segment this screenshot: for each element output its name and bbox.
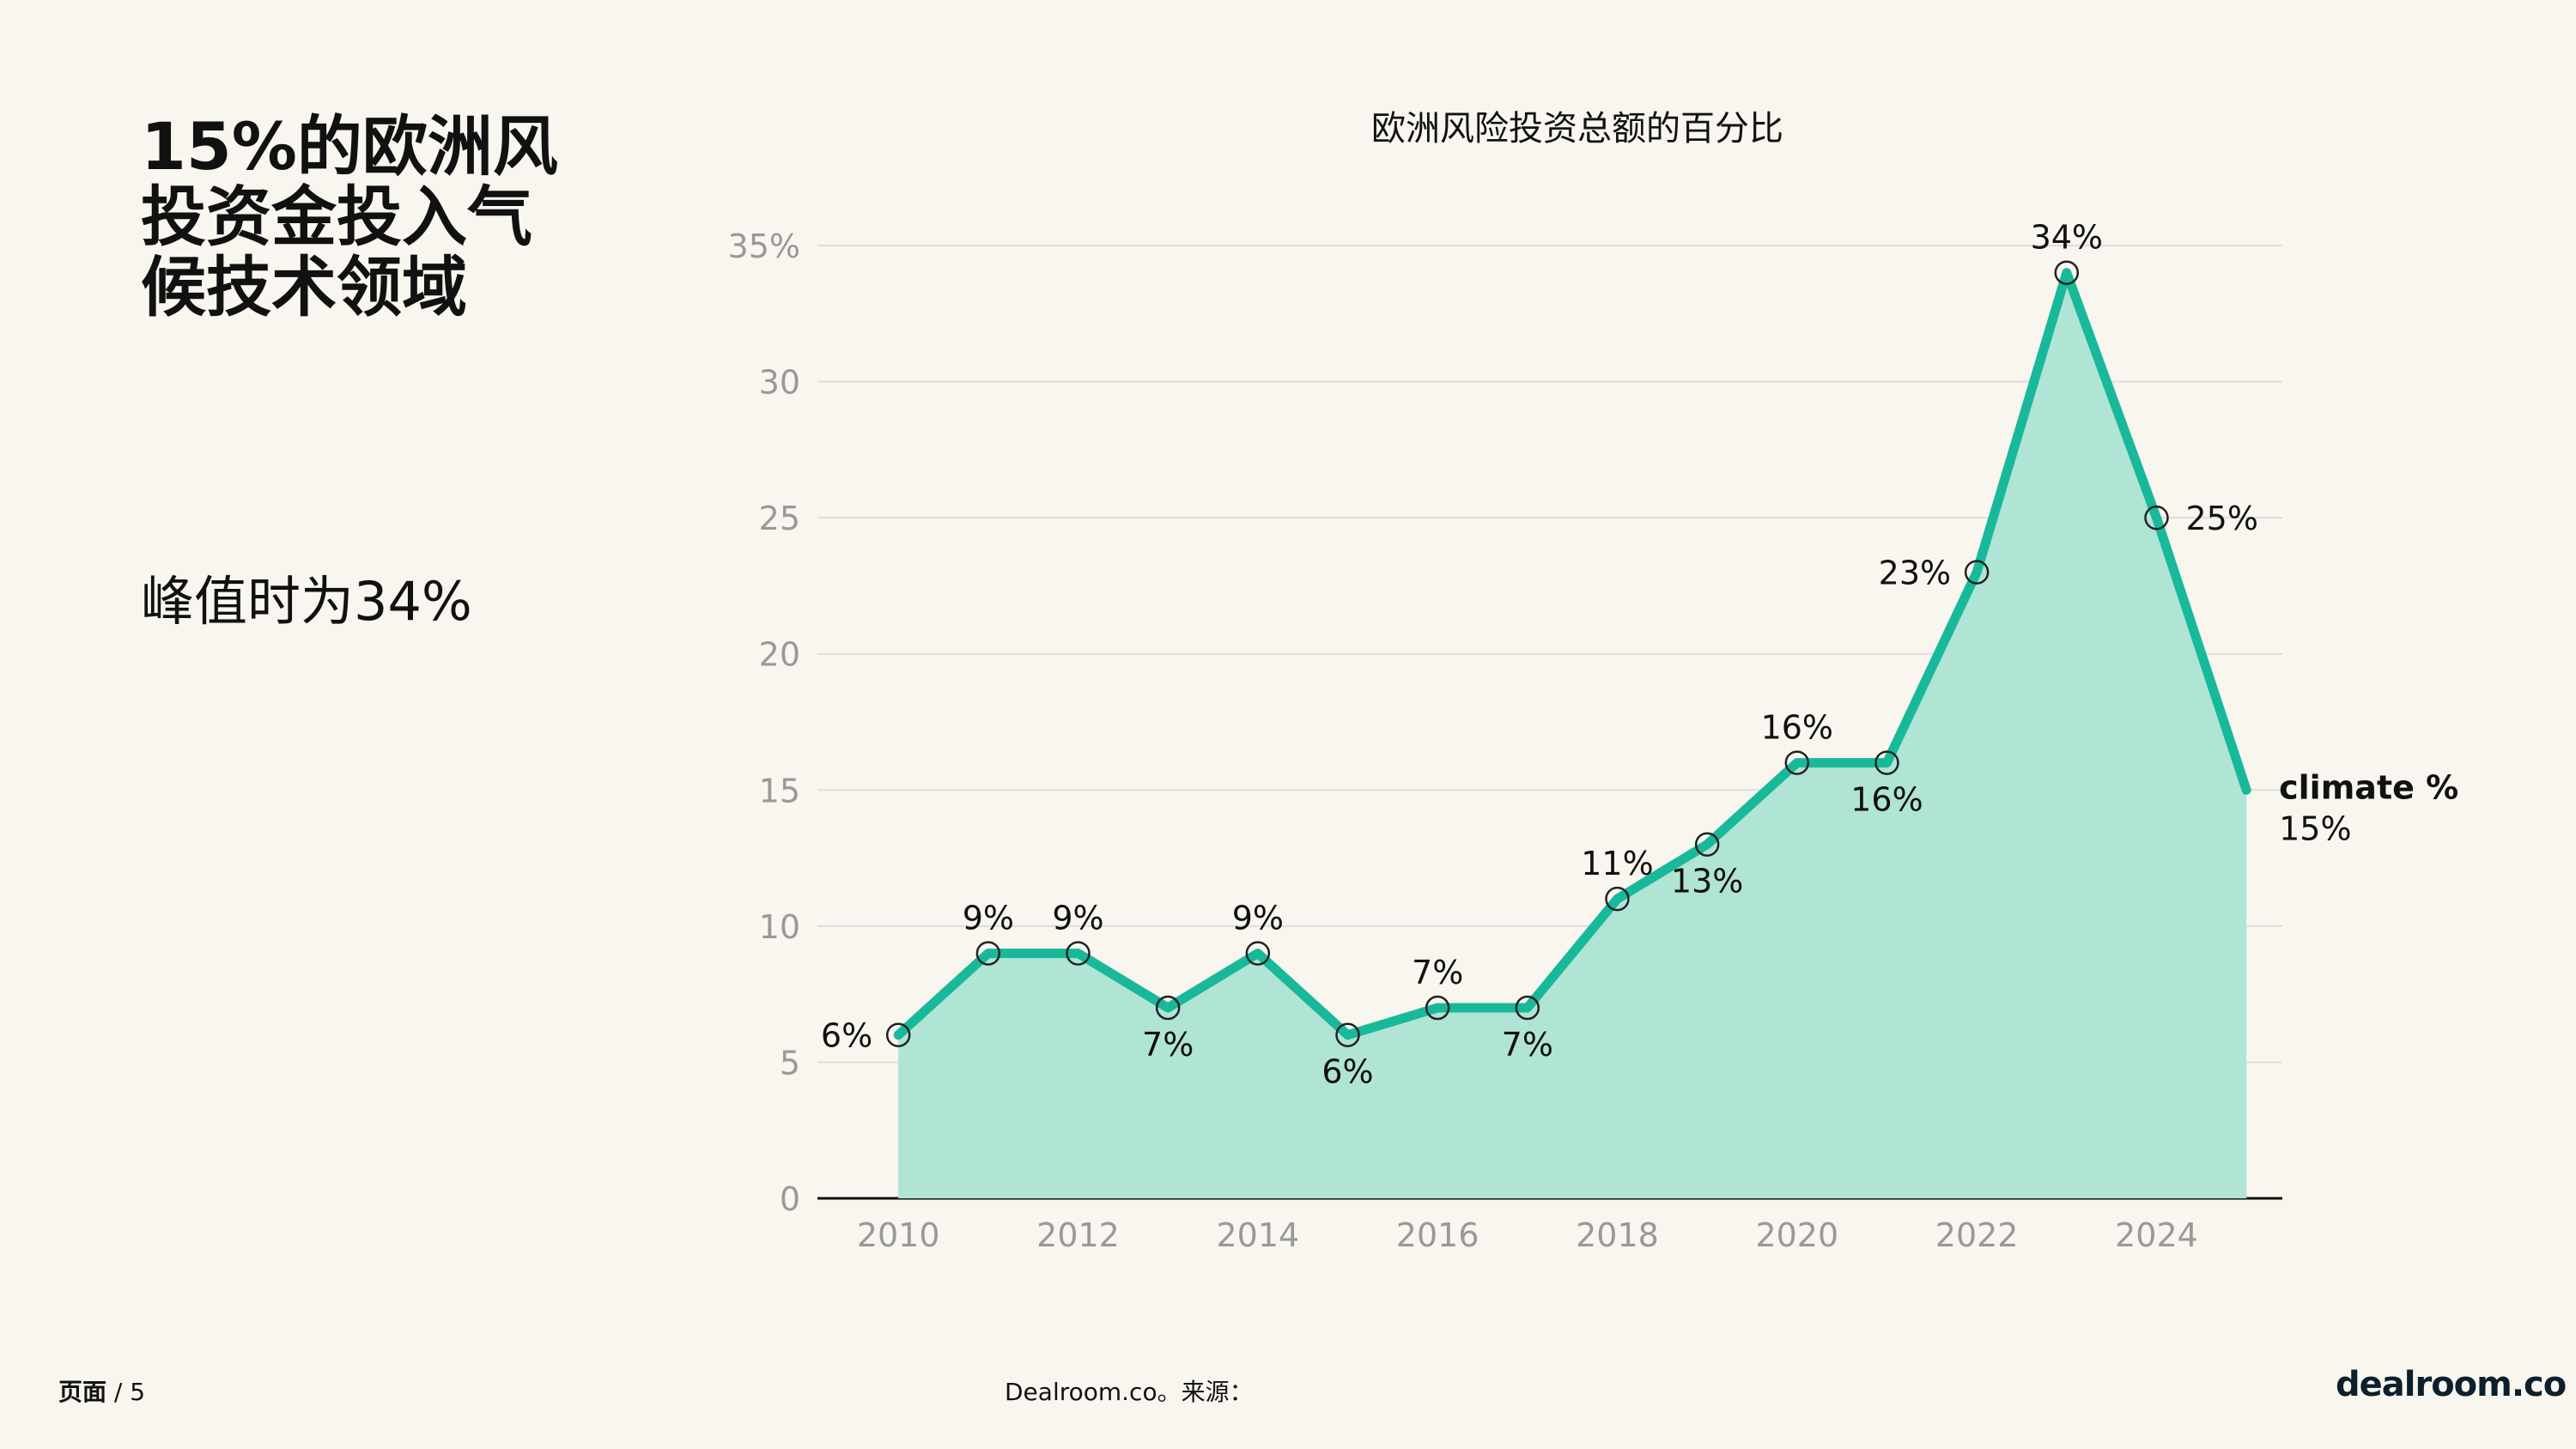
- page-number: / 5: [113, 1378, 146, 1406]
- x-tick-label: 2016: [1396, 1216, 1479, 1254]
- data-point: [885, 1022, 911, 1047]
- data-point: [1694, 832, 1720, 857]
- data-point: [1066, 941, 1091, 966]
- chart-title: 欧洲风险投资总额的百分比: [1371, 109, 1783, 149]
- source-note: Dealroom.co。来源：: [1005, 1378, 1254, 1406]
- data-label: 7%: [1412, 954, 1463, 991]
- data-label: 23%: [1879, 555, 1951, 592]
- data-point: [2054, 260, 2080, 285]
- area-fill: [898, 272, 2247, 1198]
- x-tick-label: 2020: [1755, 1216, 1838, 1254]
- x-tick-label: 2012: [1036, 1216, 1120, 1254]
- y-tick-label: 10: [759, 908, 800, 946]
- data-point: [975, 941, 1001, 966]
- data-point: [1515, 995, 1540, 1021]
- data-point: [1155, 995, 1181, 1021]
- series-name-label: climate %: [2279, 768, 2458, 806]
- y-tick-label: 35%: [728, 227, 800, 265]
- data-label: 13%: [1671, 863, 1743, 900]
- data-label: 16%: [1761, 709, 1833, 747]
- y-tick-label: 15: [759, 772, 800, 809]
- data-label: 16%: [1850, 781, 1923, 819]
- data-label: 11%: [1581, 845, 1653, 882]
- data-point: [1425, 995, 1450, 1021]
- x-tick-label: 2014: [1216, 1216, 1299, 1254]
- data-point: [1964, 560, 1990, 585]
- data-point: [1784, 750, 1810, 775]
- data-label: 6%: [821, 1017, 872, 1055]
- x-tick-label: 2022: [1935, 1216, 2019, 1254]
- data-label: 7%: [1502, 1026, 1553, 1064]
- data-point: [1605, 886, 1630, 912]
- data-label: 9%: [1232, 900, 1284, 937]
- y-tick-label: 20: [759, 636, 800, 674]
- page-label: 页面: [58, 1378, 107, 1406]
- data-label: 34%: [2031, 219, 2103, 257]
- headline: 15%的欧洲风投资金投入气候技术领域: [141, 108, 558, 325]
- data-label: 6%: [1321, 1053, 1373, 1091]
- y-tick-label: 25: [759, 500, 800, 537]
- y-tick-label: 5: [780, 1044, 800, 1082]
- data-label: 9%: [1052, 900, 1103, 937]
- data-label: 7%: [1142, 1026, 1194, 1064]
- x-tick-label: 2024: [2115, 1216, 2198, 1254]
- data-label: 25%: [2185, 500, 2257, 537]
- data-point: [1874, 750, 1899, 775]
- y-tick-label: 30: [759, 364, 800, 402]
- series-line: [893, 268, 2251, 1040]
- x-tick-label: 2010: [857, 1216, 940, 1254]
- subheadline: 峰值时为34%: [141, 570, 472, 633]
- page-indicator: 页面 / 5: [58, 1373, 145, 1408]
- data-point: [1245, 941, 1271, 966]
- data-label: 9%: [963, 900, 1014, 937]
- data-point: [2144, 505, 2169, 530]
- y-tick-label: 0: [780, 1180, 800, 1218]
- dealroom-logo: dealroom.co: [2336, 1365, 2567, 1404]
- data-point: [1335, 1022, 1360, 1047]
- series-end-value: 15%: [2279, 809, 2351, 847]
- x-tick-label: 2018: [1576, 1216, 1659, 1254]
